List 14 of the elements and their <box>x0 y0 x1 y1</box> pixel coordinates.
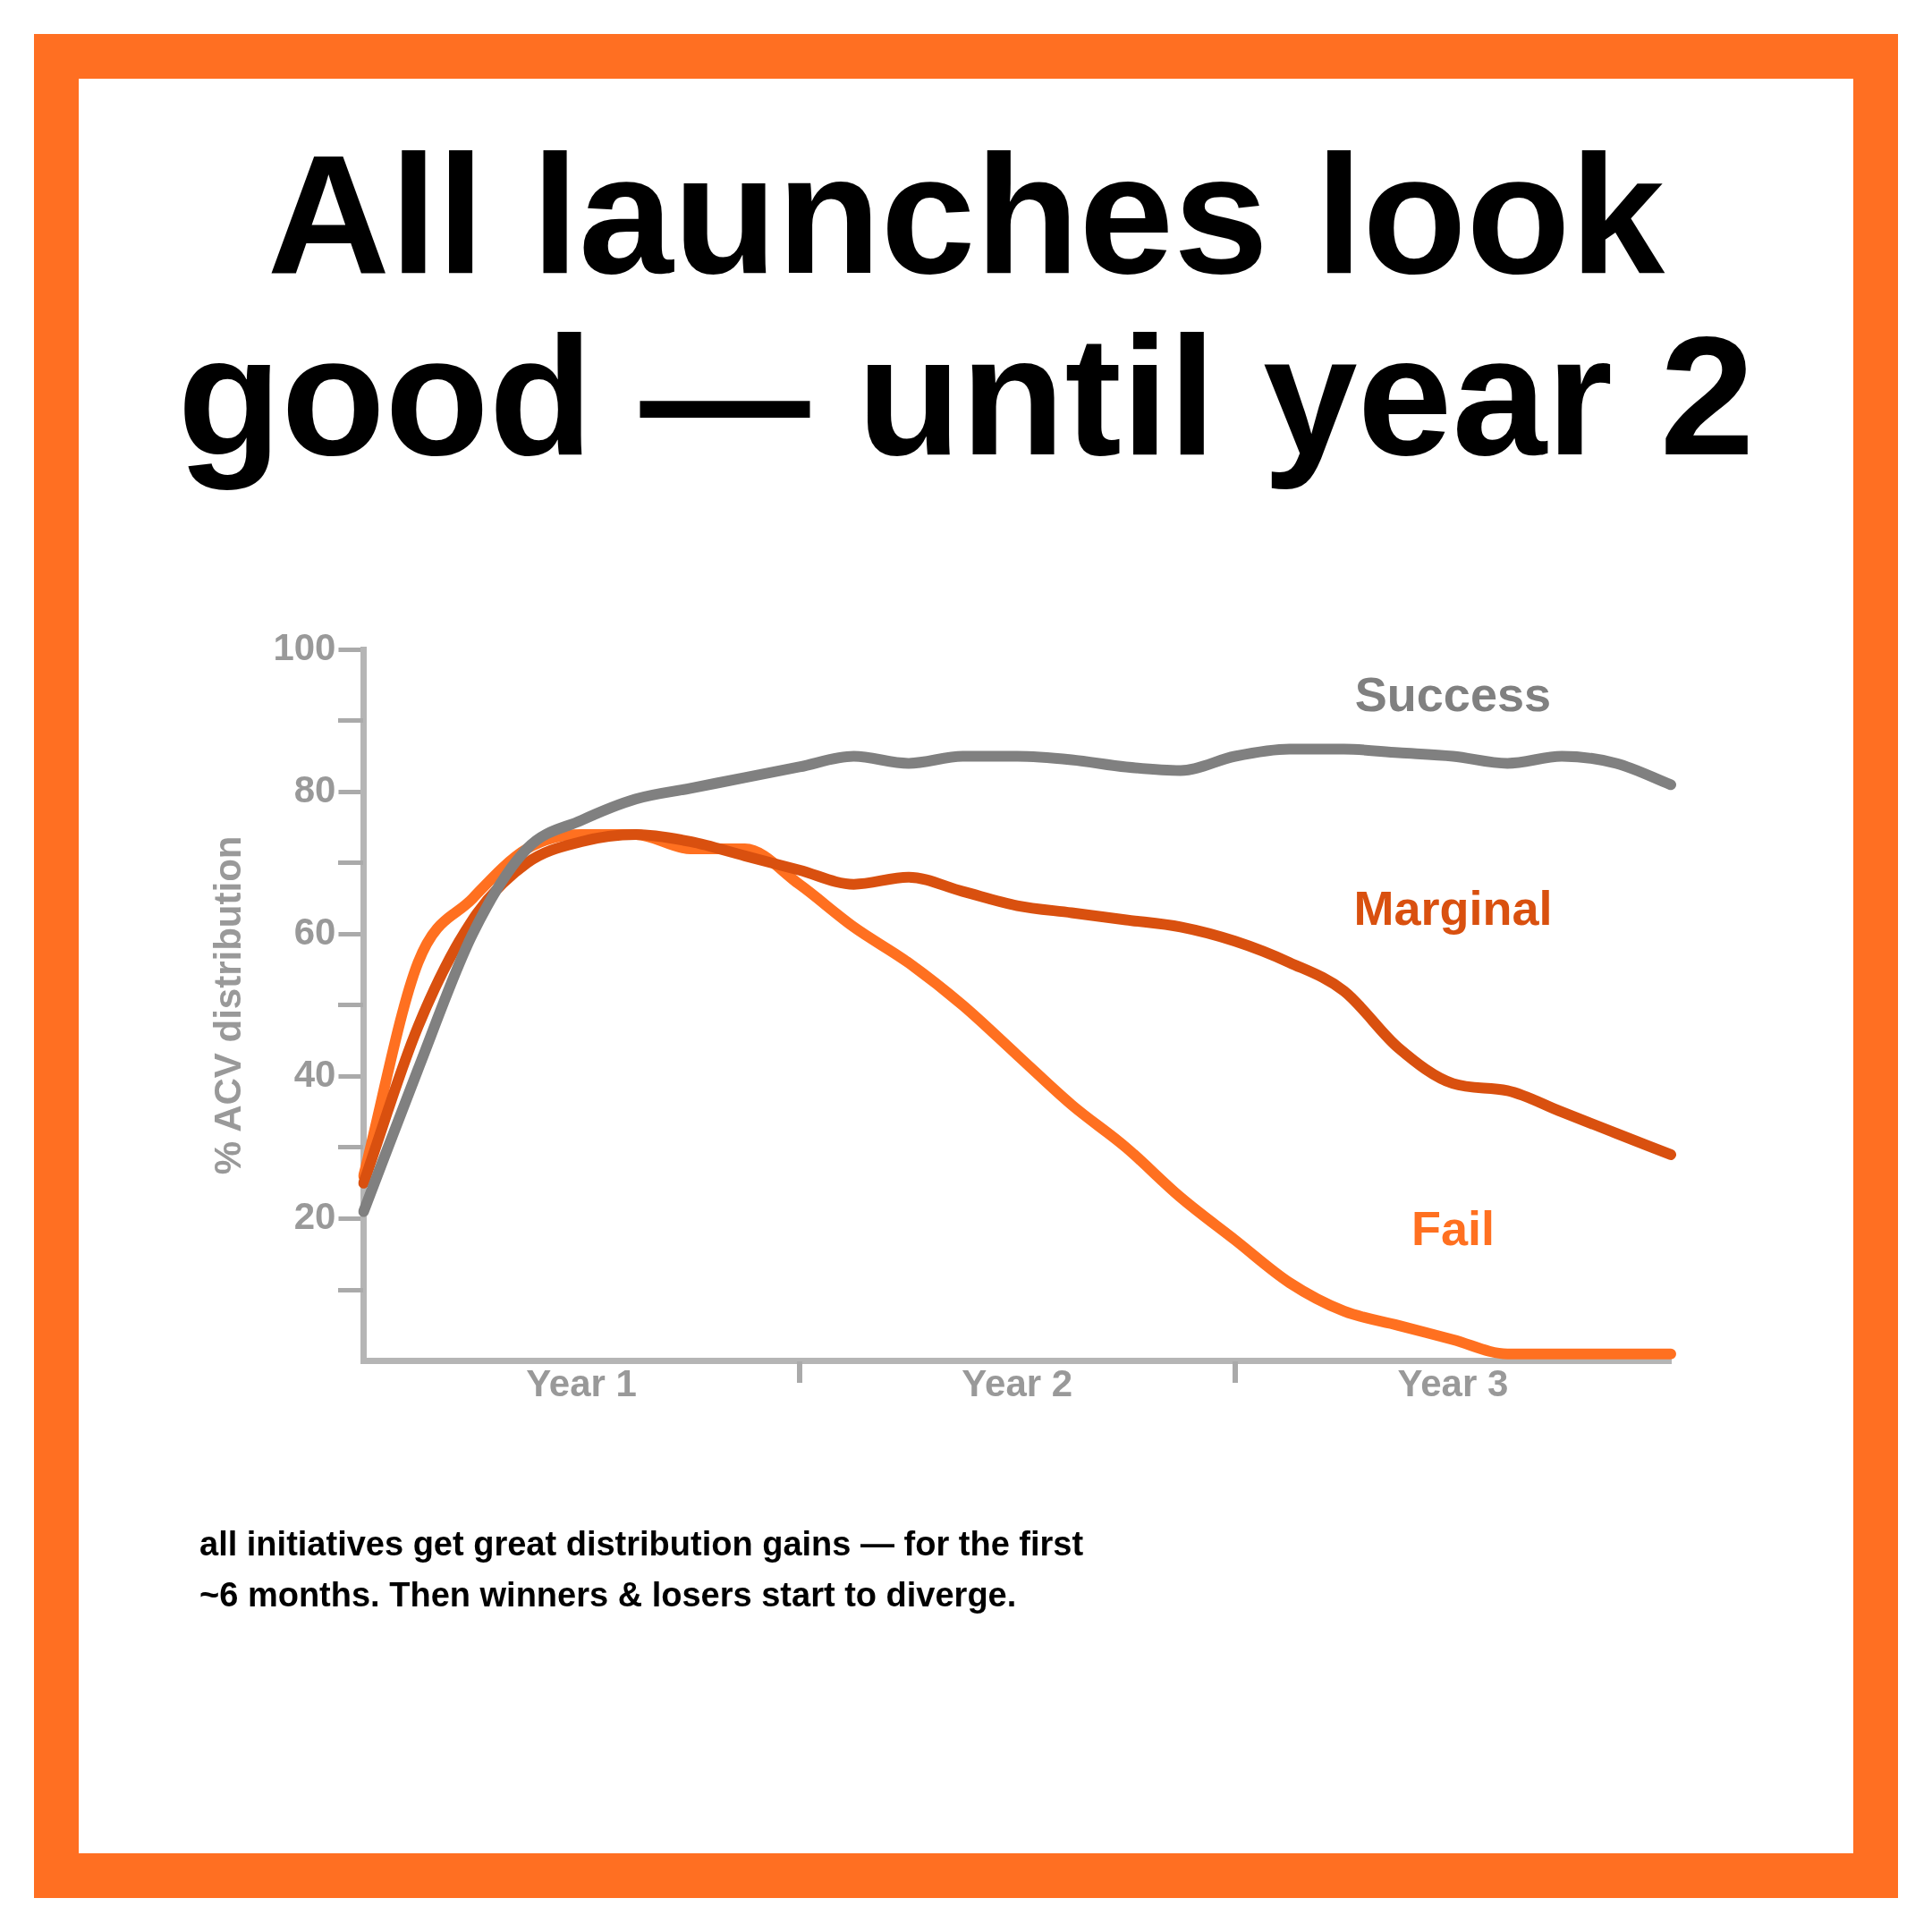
series-label: Success <box>1354 667 1551 722</box>
series-label: Marginal <box>1353 881 1553 936</box>
y-tick-label: 40 <box>293 1053 336 1096</box>
x-tick-label: Year 2 <box>962 1362 1073 1405</box>
y-tick-label: 60 <box>293 910 336 953</box>
x-tick-label: Year 3 <box>1397 1362 1509 1405</box>
chart-title: All launches look good — until year 2 <box>176 119 1756 491</box>
text: all initiatives get great distribution gains — for the first ~6 months. Then winners & losers start to diverge. <box>199 1524 1085 1615</box>
y-tick-label: 80 <box>293 767 336 810</box>
y-tick-label: 100 <box>273 625 336 668</box>
series-label: Fail <box>1411 1201 1495 1255</box>
y-tick-label: 20 <box>293 1195 336 1238</box>
x-tick-label: Year 1 <box>526 1362 637 1405</box>
y-axis-title: % ACV distribution <box>206 835 249 1175</box>
